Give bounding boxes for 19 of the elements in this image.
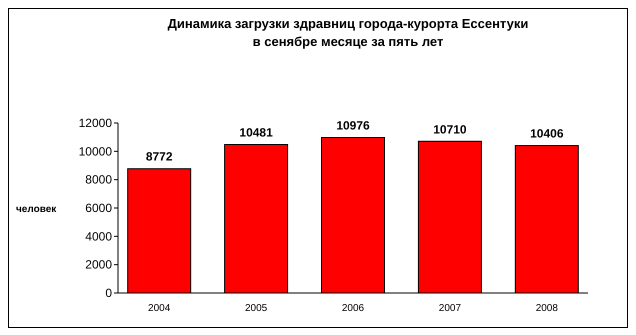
x-tick-label: 2008 — [536, 303, 558, 314]
y-tick-label: 4000 — [85, 229, 112, 244]
data-label: 8772 — [146, 150, 173, 164]
x-tick-label: 2007 — [438, 303, 462, 314]
y-tick-label: 6000 — [85, 201, 112, 215]
data-label: 10976 — [336, 118, 370, 133]
y-axis-title: человек — [16, 204, 58, 215]
x-tick-label: 2004 — [148, 303, 171, 314]
y-tick-label: 2000 — [85, 258, 112, 272]
data-label: 10406 — [530, 126, 564, 141]
y-tick-label: 12000 — [78, 116, 112, 130]
y-tick-label: 0 — [105, 286, 112, 300]
y-tick-label: 10000 — [78, 144, 112, 158]
chart-title: Динамика загрузки здравниц города-курорта Ессентуки в сенябре месяце за пять лет — [168, 16, 528, 49]
data-label: 10481 — [239, 126, 274, 140]
data-label: 10710 — [433, 122, 467, 136]
y-tick-label: 8000 — [85, 172, 112, 187]
x-tick-label: 2006 — [342, 303, 365, 314]
x-tick-label: 2005 — [244, 303, 268, 314]
